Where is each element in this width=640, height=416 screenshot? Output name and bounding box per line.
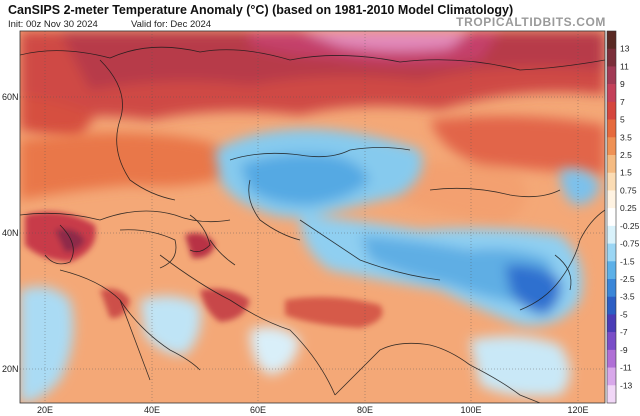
colorbar-swatch <box>607 172 616 191</box>
colorbar-label: -0.25 <box>620 221 640 231</box>
lat-label-60n: 60N <box>2 92 19 102</box>
colorbar-label: 11 <box>620 61 629 71</box>
colorbar-swatch <box>607 137 616 156</box>
colorbar-swatch <box>607 225 616 244</box>
colorbar-label: -13 <box>620 380 633 390</box>
colorbar-frame <box>606 30 617 404</box>
colorbar-swatch <box>607 367 616 386</box>
colorbar-label: 1.5 <box>620 168 632 178</box>
colorbar-swatch <box>607 48 616 67</box>
coastlines <box>20 46 605 403</box>
map-title: CanSIPS 2-meter Temperature Anomaly (°C)… <box>8 3 514 17</box>
colorbar-label: -9 <box>620 345 628 355</box>
colorbar-swatch <box>607 261 616 280</box>
colorbar-swatch <box>607 296 616 315</box>
colorbar-swatch <box>607 84 616 103</box>
colorbar-swatch <box>607 190 616 209</box>
colorbar-swatch <box>607 385 616 404</box>
colorbar-label: -5 <box>620 309 628 319</box>
colorbar-label: -1.5 <box>620 256 635 266</box>
map-field <box>20 31 605 403</box>
colorbar-swatch <box>607 101 616 120</box>
init-time: Init: 00z Nov 30 2024 <box>8 19 98 30</box>
lat-label-20n: 20N <box>2 364 19 374</box>
colorbar-label: 5 <box>620 115 625 125</box>
colorbar-swatch <box>607 31 616 50</box>
colorbar: 13 11 9 7 5 3.5 2.5 1.5 0.75 0.25 -0.25 -0.75 -1.5 -2… <box>606 30 640 404</box>
lon-label-120e: 120E <box>567 405 588 415</box>
lon-label-20e: 20E <box>37 405 53 415</box>
lon-label-80e: 80E <box>357 405 373 415</box>
graticule <box>20 31 605 403</box>
map-frame <box>19 30 606 404</box>
colorbar-swatch <box>607 349 616 368</box>
colorbar-swatch <box>607 66 616 85</box>
colorbar-label: 7 <box>620 97 625 107</box>
lon-label-40e: 40E <box>144 405 160 415</box>
colorbar-label: 13 <box>620 44 630 54</box>
colorbar-label: -2.5 <box>620 274 635 284</box>
brand-watermark: TROPICALTIDBITS.COM <box>456 15 606 29</box>
colorbar-label: 0.25 <box>620 203 637 213</box>
colorbar-swatch <box>607 208 616 227</box>
lon-label-100e: 100E <box>460 405 481 415</box>
valid-time: Valid for: Dec 2024 <box>131 19 212 30</box>
lon-label-60e: 60E <box>250 405 266 415</box>
colorbar-swatch <box>607 279 616 298</box>
colorbar-label: 0.75 <box>620 185 637 195</box>
colorbar-swatch <box>607 332 616 351</box>
colorbar-label: -0.75 <box>620 239 640 249</box>
colorbar-swatch <box>607 243 616 262</box>
colorbar-swatch <box>607 314 616 333</box>
lat-label-40n: 40N <box>2 228 19 238</box>
colorbar-label: -11 <box>620 363 632 373</box>
colorbar-label: 3.5 <box>620 132 632 142</box>
colorbar-swatch <box>607 119 616 138</box>
colorbar-label: -3.5 <box>620 292 635 302</box>
colorbar-label: 2.5 <box>620 150 632 160</box>
colorbar-label: 9 <box>620 79 625 89</box>
colorbar-swatch <box>607 155 616 174</box>
colorbar-label: -7 <box>620 327 628 337</box>
